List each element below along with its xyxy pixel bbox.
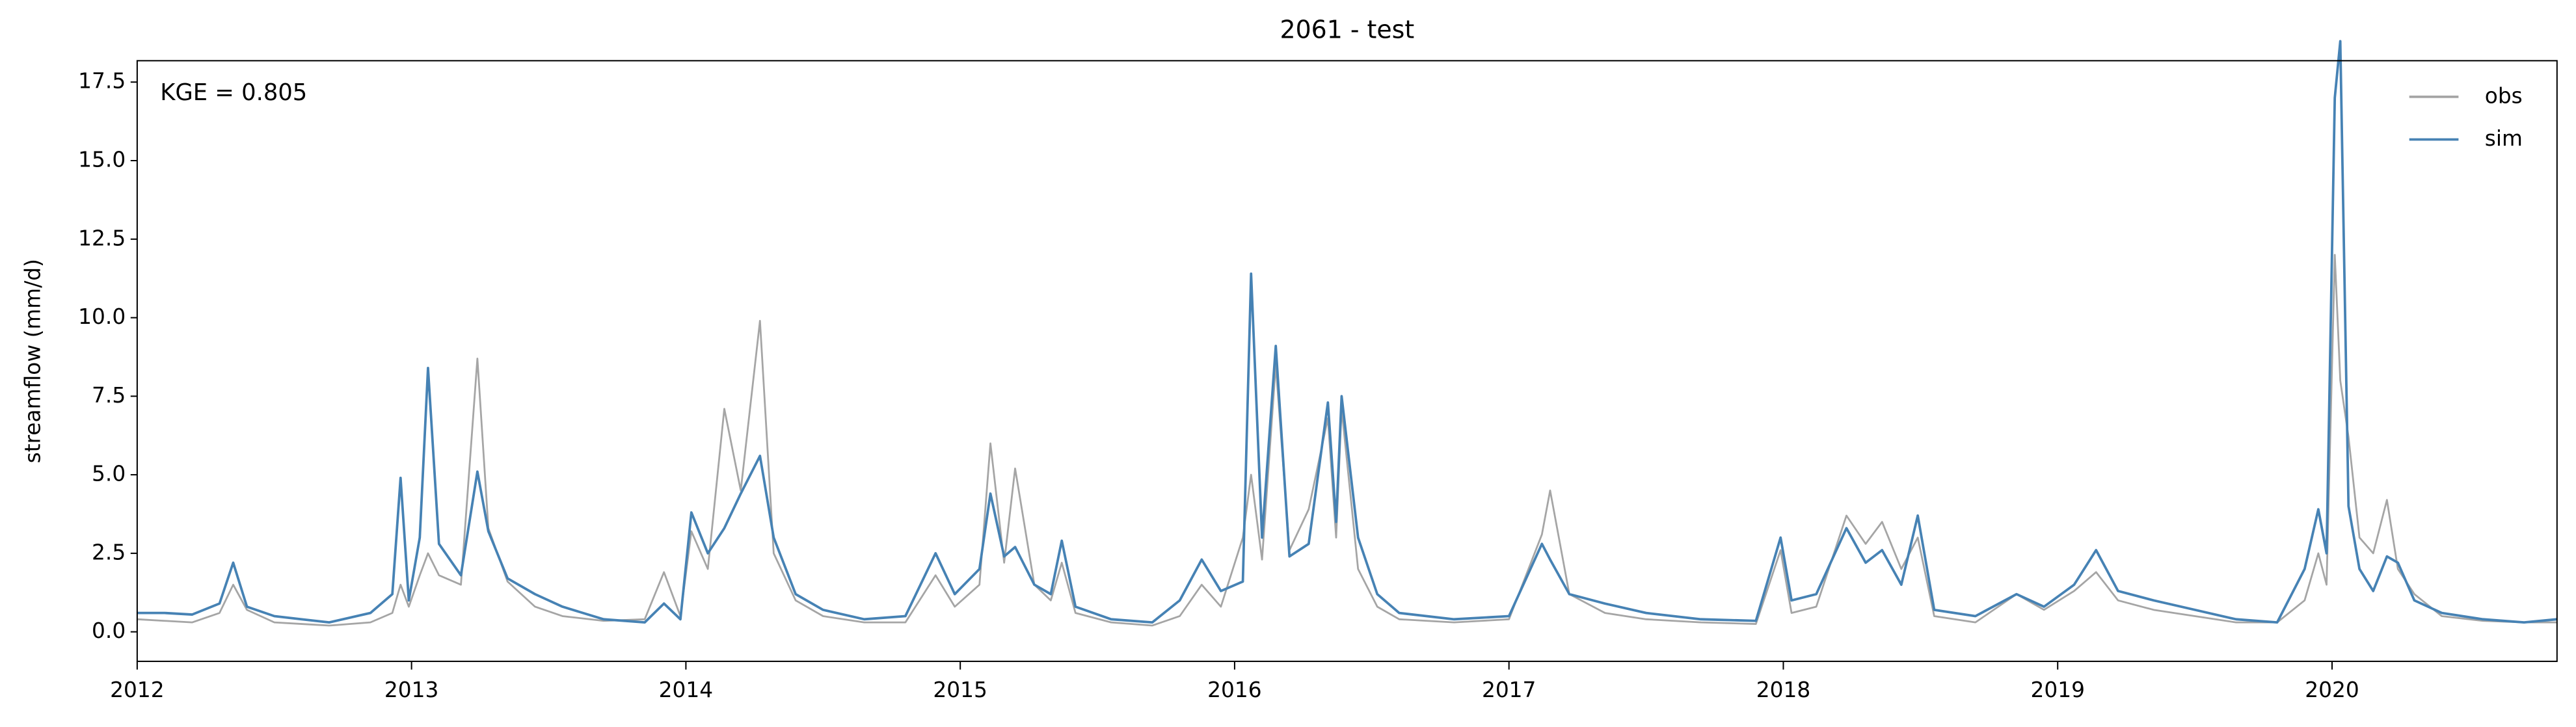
y-tick-label: 10.0 xyxy=(78,304,126,329)
series-line xyxy=(137,254,2557,627)
x-tick-label: 2013 xyxy=(384,678,438,702)
y-tick-label: 7.5 xyxy=(92,383,126,408)
y-tick-label: 5.0 xyxy=(92,462,126,486)
y-tick-label: 0.0 xyxy=(92,618,126,643)
legend-label: obs xyxy=(2485,83,2523,108)
x-tick-label: 2018 xyxy=(1756,678,1810,702)
x-tick-label: 2015 xyxy=(933,678,987,702)
legend-label: sim xyxy=(2485,126,2523,151)
y-tick-label: 15.0 xyxy=(78,148,126,172)
y-axis-label: streamflow (mm/d) xyxy=(20,259,45,463)
x-tick-label: 2014 xyxy=(659,678,713,702)
x-tick-label: 2016 xyxy=(1207,678,1261,702)
x-tick-label: 2012 xyxy=(110,678,164,702)
y-tick-label: 2.5 xyxy=(92,540,126,564)
annotation: KGE = 0.805 xyxy=(160,79,307,106)
y-tick-label: 17.5 xyxy=(78,69,126,94)
chart-title: 2061 - test xyxy=(1280,15,1415,44)
series-line xyxy=(137,40,2558,624)
plot-frame xyxy=(136,60,2558,663)
x-tick-label: 2019 xyxy=(2030,678,2084,702)
y-tick-label: 12.5 xyxy=(78,226,126,250)
x-tick-label: 2020 xyxy=(2305,678,2359,702)
x-tick-label: 2017 xyxy=(1482,678,1536,702)
